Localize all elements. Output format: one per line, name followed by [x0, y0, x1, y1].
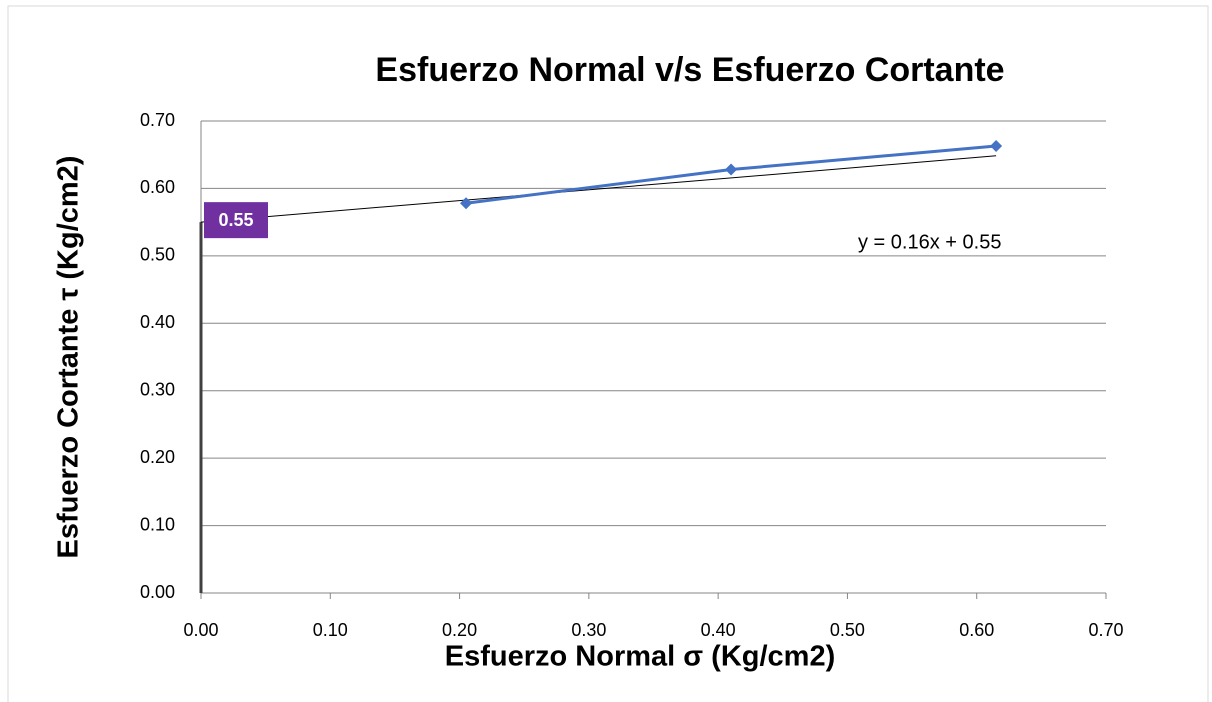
y-tick-label: 0.60: [140, 177, 175, 197]
y-tick-label: 0.50: [140, 245, 175, 265]
x-tick-label: 0.50: [830, 620, 865, 640]
annotation-box: [204, 202, 268, 239]
y-tick-label: 0.10: [140, 514, 175, 534]
y-tick-label: 0.20: [140, 447, 175, 467]
y-tick-label: 0.00: [140, 582, 175, 602]
y-tick-label: 0.30: [140, 379, 175, 399]
x-tick-label: 0.10: [313, 620, 348, 640]
x-tick-label: 0.70: [1088, 620, 1123, 640]
point: [725, 163, 738, 176]
point: [990, 139, 1003, 152]
chart-frame: [7, 5, 1209, 702]
y-tick-label: 0.70: [140, 110, 175, 130]
trendline-label: y = 0.16x + 0.55: [858, 231, 1001, 253]
x-tick-label: 0.00: [183, 620, 218, 640]
x-axis-label: Esfuerzo Normal σ (Kg/cm2): [445, 641, 835, 673]
y-tick-label: 0.40: [140, 312, 175, 332]
trendline: [200, 155, 997, 223]
x-tick-label: 0.40: [701, 620, 736, 640]
y-axis-label: Esfuerzo Cortante τ (Kg/cm2): [53, 156, 85, 559]
x-tick-label: 0.20: [442, 620, 477, 640]
x-tick-label: 0.30: [571, 620, 606, 640]
point: [460, 197, 473, 210]
annotation-text: 0.55: [218, 210, 253, 230]
chart-title: Esfuerzo Normal v/s Esfuerzo Cortante: [375, 51, 1004, 89]
x-tick-label: 0.60: [959, 620, 994, 640]
